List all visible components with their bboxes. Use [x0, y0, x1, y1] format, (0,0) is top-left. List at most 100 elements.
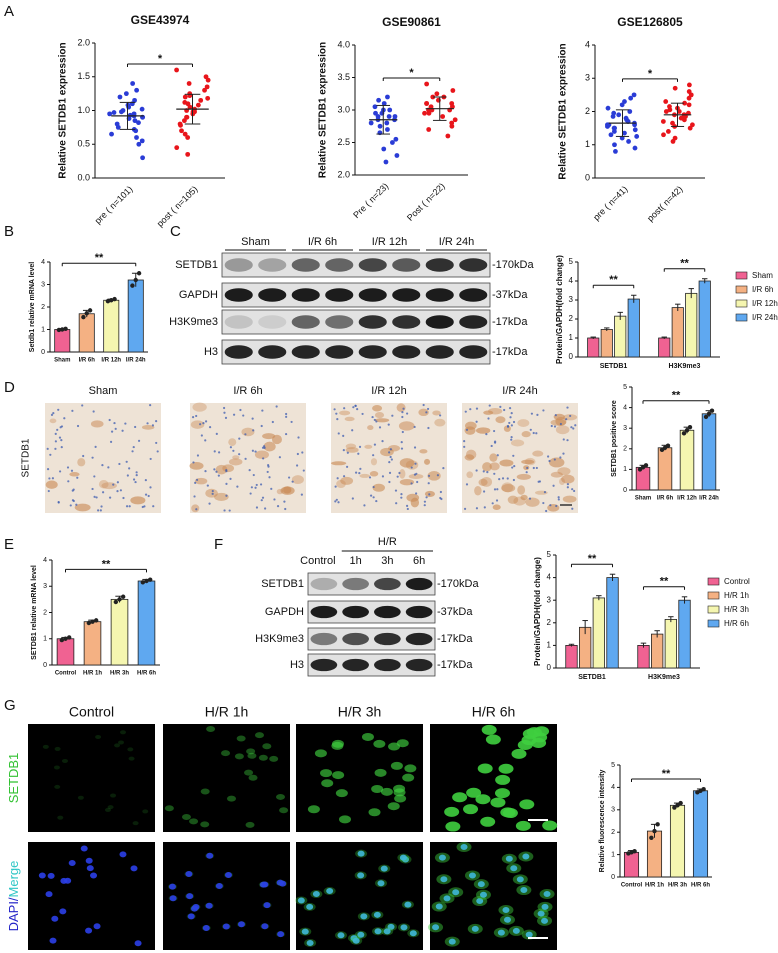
- nucleus: [471, 925, 479, 932]
- cell: [53, 765, 60, 770]
- data-point: [652, 828, 657, 834]
- blot-band: [374, 577, 401, 591]
- ihc-nucleus: [125, 460, 128, 463]
- ihc-nucleus: [47, 489, 50, 493]
- nucleus: [522, 853, 530, 860]
- ihc-nucleus: [529, 428, 532, 431]
- ihc-nucleus: [232, 449, 235, 452]
- data-point: [174, 145, 180, 151]
- ihc-nucleus: [211, 492, 214, 495]
- data-point: [136, 271, 142, 276]
- cell: [373, 739, 386, 748]
- x-tick-label: I/R 12h: [677, 496, 697, 502]
- ihc-nucleus: [244, 433, 247, 436]
- cell: [371, 785, 384, 794]
- ihc-nucleus: [415, 492, 418, 495]
- blot-band: [224, 345, 253, 359]
- y-axis-label: Protein/GAPDH(fold change): [555, 255, 564, 364]
- ihc-nucleus: [390, 458, 393, 461]
- bar: [606, 577, 619, 669]
- ihc-nucleus: [75, 503, 78, 506]
- cell: [374, 768, 387, 777]
- nucleus: [80, 845, 88, 852]
- ihc-nucleus: [252, 473, 255, 477]
- data-point: [123, 91, 129, 97]
- ihc-nucleus: [463, 507, 467, 511]
- ihc-image: [45, 403, 161, 513]
- ihc-nucleus: [463, 445, 466, 448]
- ihc-stain: [499, 459, 514, 467]
- blot-band: [459, 288, 488, 302]
- ihc-nucleus: [372, 496, 375, 499]
- x-tick-label: Sham: [635, 496, 651, 502]
- ihc-stain: [49, 418, 57, 424]
- cell: [320, 769, 333, 778]
- ihc-nucleus: [242, 414, 245, 417]
- ihc-stain: [191, 504, 200, 513]
- ihc-nucleus: [548, 459, 551, 463]
- ihc-stain: [495, 416, 506, 424]
- ihc-nucleus: [501, 477, 505, 480]
- ihc-nucleus: [334, 500, 337, 503]
- ihc-nucleus: [261, 496, 265, 499]
- nucleus: [277, 931, 285, 938]
- cell: [276, 793, 286, 800]
- bar: [587, 337, 600, 358]
- ihc-nucleus: [557, 496, 560, 499]
- y-tick-label: 2.0: [77, 37, 90, 47]
- legend-label: I/R 12h: [752, 299, 778, 308]
- legend-swatch: [707, 605, 720, 614]
- data-point: [690, 122, 695, 128]
- nucleus: [380, 865, 388, 872]
- data-point: [434, 91, 440, 97]
- ihc-nucleus: [283, 500, 286, 503]
- x-tick-label: H/R 3h: [110, 671, 129, 677]
- blot-band: [325, 258, 354, 272]
- data-point: [105, 298, 111, 304]
- data-point: [120, 108, 126, 113]
- y-axis-label: Relative SETDB1 expression: [318, 42, 329, 178]
- ihc-nucleus: [487, 417, 490, 420]
- cell: [258, 754, 268, 761]
- ihc-nucleus: [82, 454, 85, 458]
- data-point: [387, 107, 393, 113]
- ihc-nucleus: [512, 478, 515, 482]
- ihc-nucleus: [351, 497, 354, 500]
- cell: [95, 734, 102, 739]
- data-point: [661, 132, 666, 138]
- ihc-nucleus: [261, 446, 265, 449]
- ihc-nucleus: [135, 474, 138, 477]
- ihc-nucleus: [351, 429, 354, 432]
- nucleus: [516, 876, 524, 883]
- ihc-nucleus: [387, 423, 390, 426]
- nucleus: [306, 939, 314, 946]
- ihc-nucleus: [276, 504, 280, 508]
- data-point: [450, 88, 456, 93]
- ihc-nucleus: [149, 486, 152, 489]
- y-tick-label: 3: [569, 295, 574, 304]
- data-point: [117, 597, 122, 602]
- blot-band: [392, 288, 421, 302]
- ihc-stain: [398, 421, 415, 431]
- cell: [42, 744, 49, 749]
- bar: [565, 645, 578, 669]
- column-label: Control: [69, 704, 114, 720]
- ihc-image: [189, 402, 306, 513]
- blot-band: [310, 577, 338, 591]
- ihc-nucleus: [193, 495, 196, 498]
- ihc-stain: [141, 424, 155, 430]
- size-label: -17kDa: [492, 316, 528, 328]
- y-tick-label: 3.5: [337, 72, 350, 82]
- nucleus: [169, 895, 177, 902]
- ihc-nucleus: [506, 425, 510, 428]
- ihc-nucleus: [398, 471, 401, 475]
- cell: [517, 740, 533, 751]
- data-point: [709, 408, 715, 413]
- ihc-nucleus: [266, 470, 269, 474]
- cell: [245, 821, 255, 828]
- legend-swatch: [735, 299, 748, 308]
- ihc-nucleus: [156, 450, 159, 453]
- ihc-nucleus: [337, 432, 340, 435]
- nucleus: [297, 897, 305, 904]
- ihc-nucleus: [549, 504, 552, 507]
